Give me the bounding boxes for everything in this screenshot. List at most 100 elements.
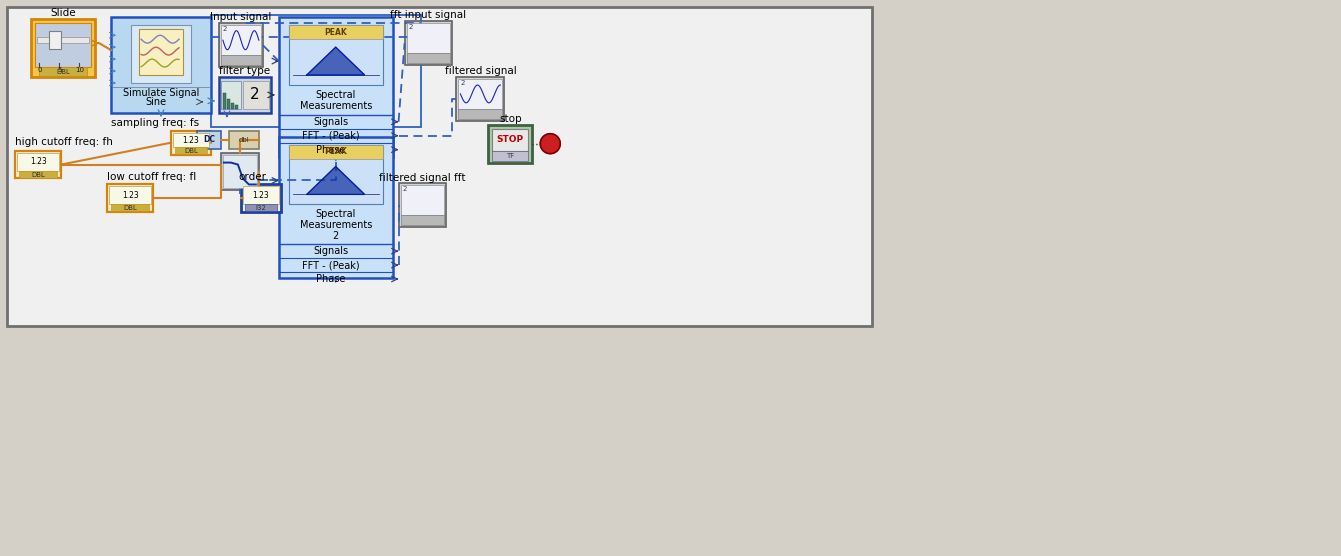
Bar xyxy=(492,129,528,151)
Bar xyxy=(241,185,280,212)
Bar xyxy=(288,145,382,158)
Text: sampling freq: fs: sampling freq: fs xyxy=(111,118,200,128)
Text: dbl: dbl xyxy=(239,137,249,143)
Text: Measurements: Measurements xyxy=(299,101,371,111)
Text: Slide: Slide xyxy=(51,8,76,18)
Bar xyxy=(221,153,259,191)
Text: 2: 2 xyxy=(333,231,339,241)
Bar xyxy=(221,55,261,65)
Bar xyxy=(243,81,268,109)
Circle shape xyxy=(540,134,561,153)
Bar xyxy=(459,109,503,119)
Bar xyxy=(8,7,872,326)
Bar xyxy=(111,205,149,211)
Bar xyxy=(107,185,153,212)
Bar xyxy=(243,186,279,205)
Text: Measurements: Measurements xyxy=(299,220,371,230)
Text: STOP: STOP xyxy=(496,135,524,144)
Bar xyxy=(401,215,444,225)
Text: Spectral: Spectral xyxy=(315,209,355,219)
Text: PEAK: PEAK xyxy=(325,28,347,37)
Text: 1.23: 1.23 xyxy=(122,191,138,200)
Bar xyxy=(245,205,276,211)
Text: Phase: Phase xyxy=(316,274,346,284)
Bar xyxy=(211,16,421,127)
Bar xyxy=(131,25,190,83)
Bar xyxy=(38,37,90,43)
Bar xyxy=(279,137,393,278)
Polygon shape xyxy=(307,47,365,75)
Bar xyxy=(227,99,229,109)
Text: stop: stop xyxy=(499,114,522,124)
Text: 1.23: 1.23 xyxy=(30,157,47,166)
Bar xyxy=(223,93,225,109)
Text: filtered signal fft: filtered signal fft xyxy=(380,172,465,182)
Bar xyxy=(197,131,221,148)
Text: 0: 0 xyxy=(38,67,42,73)
Text: FFT - (Peak): FFT - (Peak) xyxy=(302,131,359,141)
Text: Simulate Signal: Simulate Signal xyxy=(123,88,200,98)
Bar xyxy=(459,79,503,109)
Text: FFT - (Peak): FFT - (Peak) xyxy=(302,260,359,270)
Bar xyxy=(39,67,87,76)
Bar xyxy=(492,151,528,161)
Bar xyxy=(35,23,91,67)
Bar xyxy=(406,53,451,63)
Text: 2: 2 xyxy=(460,80,464,86)
Bar xyxy=(221,25,261,55)
Text: TF: TF xyxy=(506,152,515,158)
Bar xyxy=(456,77,504,121)
Text: DC: DC xyxy=(202,135,215,144)
Bar xyxy=(17,153,59,171)
Bar xyxy=(405,21,452,65)
Text: fft input signal: fft input signal xyxy=(390,11,467,21)
Text: DBL: DBL xyxy=(123,205,137,211)
Bar xyxy=(219,77,271,113)
Bar xyxy=(406,23,451,53)
Text: 2: 2 xyxy=(223,26,227,32)
Bar xyxy=(15,151,62,178)
Bar xyxy=(172,131,211,155)
Bar xyxy=(173,133,209,147)
Text: DBL: DBL xyxy=(184,148,198,153)
Text: PEAK: PEAK xyxy=(325,147,347,156)
Text: filter type: filter type xyxy=(220,66,271,76)
Text: Spectral: Spectral xyxy=(315,90,355,100)
Text: Sine: Sine xyxy=(146,97,166,107)
Bar xyxy=(176,147,207,153)
Text: Signals: Signals xyxy=(314,117,349,127)
Text: 2: 2 xyxy=(249,87,260,102)
Text: order: order xyxy=(239,171,267,181)
Text: I32: I32 xyxy=(255,205,267,211)
Text: high cutoff freq: fh: high cutoff freq: fh xyxy=(15,137,113,147)
Bar xyxy=(219,23,263,67)
Bar xyxy=(31,19,95,77)
Bar xyxy=(109,186,152,205)
Bar xyxy=(279,17,393,157)
Bar xyxy=(229,131,259,148)
Text: 1.23: 1.23 xyxy=(182,136,200,145)
Bar xyxy=(139,29,182,75)
Bar xyxy=(19,171,58,177)
Bar xyxy=(288,145,382,205)
Bar xyxy=(221,81,241,109)
Text: DBL: DBL xyxy=(56,69,70,75)
Bar xyxy=(288,25,382,85)
Text: Phase: Phase xyxy=(316,145,346,155)
Bar xyxy=(398,183,447,227)
Text: 2: 2 xyxy=(409,24,413,30)
Bar xyxy=(231,103,233,109)
Text: low cutoff freq: fl: low cutoff freq: fl xyxy=(107,171,196,181)
Bar xyxy=(288,25,382,39)
Text: Signals: Signals xyxy=(314,246,349,256)
Text: Input signal: Input signal xyxy=(211,12,272,22)
Text: 1.23: 1.23 xyxy=(252,191,270,200)
Text: 2: 2 xyxy=(402,186,406,192)
Bar xyxy=(401,186,444,215)
Text: filtered signal: filtered signal xyxy=(444,66,516,76)
Bar xyxy=(50,31,62,49)
Bar xyxy=(111,17,211,113)
Bar xyxy=(235,105,237,109)
Text: 5: 5 xyxy=(58,67,62,73)
Polygon shape xyxy=(307,167,365,195)
